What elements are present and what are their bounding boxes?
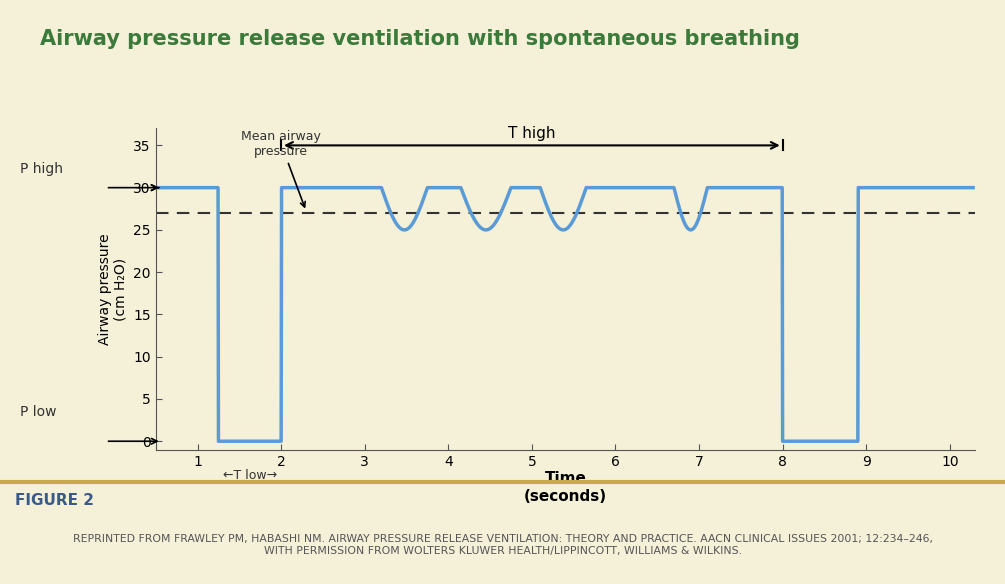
Text: T high: T high: [509, 126, 556, 141]
Text: REPRINTED FROM FRAWLEY PM, HABASHI NM. AIRWAY PRESSURE RELEASE VENTILATION: THEO: REPRINTED FROM FRAWLEY PM, HABASHI NM. A…: [72, 534, 933, 556]
Y-axis label: Airway pressure
(cm H₂O): Airway pressure (cm H₂O): [97, 233, 128, 345]
Text: Mean airway
pressure: Mean airway pressure: [241, 130, 321, 207]
Text: P high: P high: [20, 162, 63, 176]
Text: ←T low→: ←T low→: [223, 469, 276, 482]
Text: P low: P low: [20, 405, 56, 419]
Text: Airway pressure release ventilation with spontaneous breathing: Airway pressure release ventilation with…: [40, 29, 800, 49]
Text: FIGURE 2: FIGURE 2: [15, 493, 94, 509]
X-axis label: Time
(seconds): Time (seconds): [524, 471, 607, 504]
